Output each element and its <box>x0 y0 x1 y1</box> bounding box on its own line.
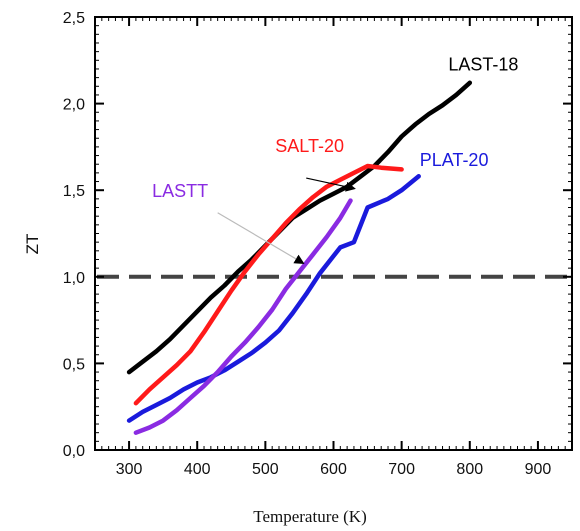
x-tick-label: 300 <box>116 461 143 478</box>
x-axis-title: Temperature (K) <box>253 507 367 526</box>
series-line-plat-20 <box>126 174 421 423</box>
series-label-lastt: LASTT <box>152 181 208 201</box>
series-line-salt-20 <box>133 163 404 406</box>
y-tick-label: 1,5 <box>63 183 85 200</box>
y-tick-label: 0,0 <box>63 443 85 460</box>
x-tick-label: 500 <box>252 461 279 478</box>
x-tick-label: 400 <box>184 461 211 478</box>
series-label-last-18: LAST-18 <box>448 55 518 75</box>
series-line-lastt <box>133 198 353 435</box>
plot-frame <box>94 16 573 451</box>
x-tick-label: 600 <box>320 461 347 478</box>
series-line-last-18 <box>126 80 473 375</box>
y-axis-title: ZT <box>23 234 42 255</box>
annotation-arrow <box>306 177 356 192</box>
x-tick-label: 700 <box>388 461 415 478</box>
plot-area: LAST-18 SALT-20 PLAT-20 LASTT <box>97 55 570 435</box>
labels: Temperature (K) ZT <box>23 234 367 526</box>
x-tick-label: 900 <box>525 461 552 478</box>
y-tick-label: 2,5 <box>63 10 85 27</box>
y-tick-label: 0,5 <box>63 356 85 373</box>
series-label-plat-20: PLAT-20 <box>420 150 489 170</box>
series-label-salt-20: SALT-20 <box>275 136 344 156</box>
x-tick-label: 800 <box>456 461 483 478</box>
y-tick-label: 2,0 <box>63 97 85 114</box>
axes: 300 400 500 600 700 800 900 0,0 0,5 1,0 1,5 2,0 2,5 <box>63 10 573 478</box>
y-tick-label: 1,0 <box>63 270 85 287</box>
annotation-arrow <box>217 212 305 264</box>
